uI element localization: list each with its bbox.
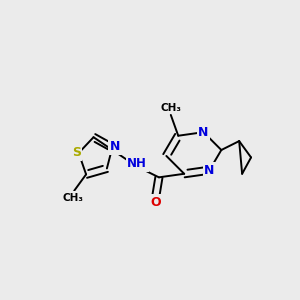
- Text: N: N: [110, 140, 120, 153]
- Text: S: S: [72, 146, 81, 159]
- Text: O: O: [150, 196, 161, 208]
- Text: N: N: [204, 164, 214, 177]
- Text: CH₃: CH₃: [62, 193, 83, 203]
- Text: NH: NH: [127, 158, 147, 170]
- Text: CH₃: CH₃: [160, 103, 181, 112]
- Text: N: N: [198, 126, 209, 139]
